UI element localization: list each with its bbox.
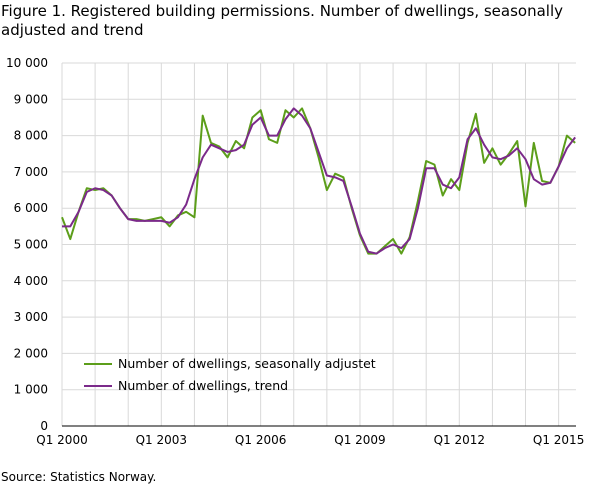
y-tick-label: 8 000 — [14, 129, 48, 143]
y-tick-label: 5 000 — [14, 238, 48, 252]
y-tick-label: 0 — [40, 419, 48, 433]
legend: Number of dwellings, seasonally adjustet… — [84, 356, 376, 393]
gridlines — [61, 62, 576, 426]
y-tick-label: 10 000 — [6, 56, 48, 70]
y-tick-label: 6 000 — [14, 201, 48, 215]
y-tick-label: 3 000 — [14, 310, 48, 324]
x-tick-label: Q1 2003 — [136, 433, 187, 447]
x-tick-label: Q1 2012 — [434, 433, 485, 447]
x-axis-tick-labels: Q1 2000 Q1 2003 Q1 2006 Q1 2009 Q1 2012 Q1 20… — [36, 433, 584, 447]
x-tick-label: Q1 2015 — [533, 433, 584, 447]
y-tick-label: 1 000 — [14, 383, 48, 397]
y-tick-label: 7 000 — [14, 165, 48, 179]
x-tick-label: Q1 2006 — [235, 433, 286, 447]
legend-label: Number of dwellings, seasonally adjustet — [118, 356, 376, 371]
y-tick-label: 4 000 — [14, 274, 48, 288]
legend-label: Number of dwellings, trend — [118, 378, 288, 393]
y-axis-tick-labels: 0 1 000 2 000 3 000 4 000 5 000 6 000 7 000 8 00… — [6, 56, 48, 433]
source-note: Source: Statistics Norway. — [1, 470, 157, 484]
y-tick-label: 9 000 — [14, 92, 48, 106]
x-tick-label: Q1 2000 — [36, 433, 87, 447]
series-lines — [61, 107, 576, 255]
series-line-trend — [62, 107, 576, 255]
chart-title: Figure 1. Registered building permission… — [1, 2, 563, 39]
series-line-seasonally-adjusted — [61, 107, 576, 255]
x-tick-label: Q1 2009 — [334, 433, 385, 447]
y-tick-label: 2 000 — [14, 346, 48, 360]
